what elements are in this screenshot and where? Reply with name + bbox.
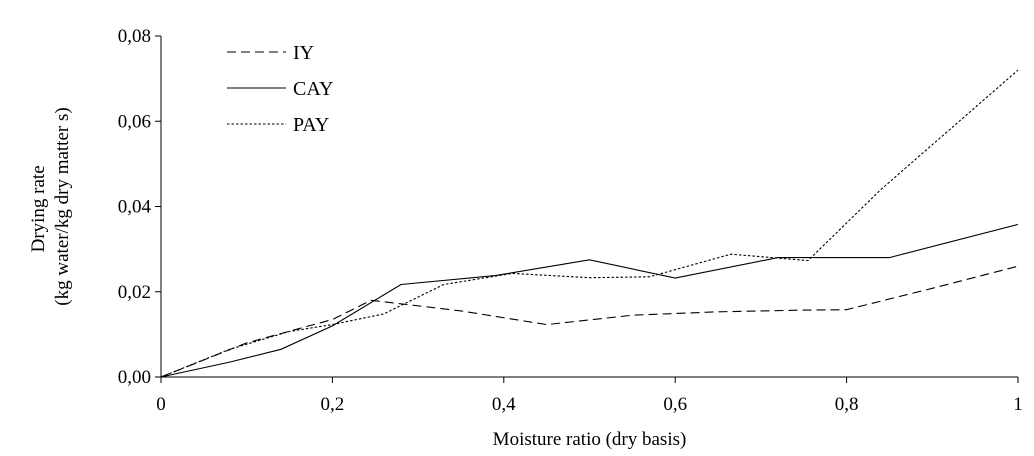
x-tick-label: 0,8 — [835, 394, 859, 415]
legend: IY CAY PAY — [227, 42, 333, 136]
x-axis-title: Moisture ratio (dry basis) — [493, 429, 687, 450]
series-lines — [160, 69, 1019, 378]
series-line-cay — [160, 223, 1019, 378]
y-tick-label: 0,04 — [118, 197, 152, 218]
series-line-iy — [160, 265, 1019, 378]
axes — [160, 36, 1018, 378]
series-line-pay — [160, 69, 1019, 378]
x-tick-label: 0 — [156, 394, 166, 415]
legend-label-pay: PAY — [293, 114, 329, 136]
y-axis-title: Drying rate (kg water/kg dry matter s) — [28, 107, 73, 305]
y-axis-title-line-1: Drying rate — [28, 165, 49, 252]
x-tick-label: 0,6 — [663, 394, 687, 415]
x-tick-label: 0,4 — [492, 394, 516, 415]
y-tick-label: 0,00 — [118, 367, 151, 388]
x-tick-label: 0,2 — [321, 394, 345, 415]
y-axis-title-line-2: (kg water/kg dry matter s) — [52, 107, 73, 305]
y-tick-label: 0,08 — [118, 26, 151, 47]
legend-label-cay: CAY — [293, 78, 333, 100]
legend-label-iy: IY — [293, 42, 314, 64]
ticks: 0,00 0,02 0,04 0,06 0,08 0 0,2 0,4 0,6 0,8 1 — [118, 26, 1023, 415]
x-tick-label: 1 — [1013, 394, 1023, 415]
y-tick-label: 0,06 — [118, 111, 151, 132]
y-tick-label: 0,02 — [118, 282, 151, 303]
